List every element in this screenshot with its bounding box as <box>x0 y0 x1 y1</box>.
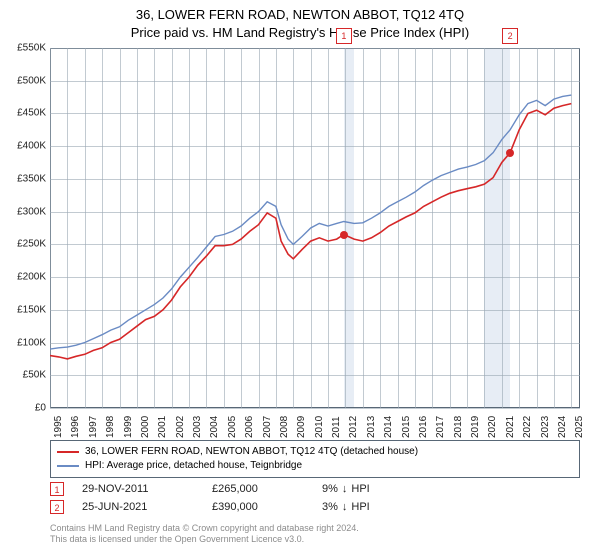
legend-box: 36, LOWER FERN ROAD, NEWTON ABBOT, TQ12 … <box>50 440 580 478</box>
arrow-down-icon: ↓ <box>342 501 348 513</box>
y-tick-label: £200K <box>0 272 46 283</box>
transaction-price: £390,000 <box>212 501 322 513</box>
transaction-row: 2 25-JUN-2021 £390,000 3% ↓ HPI <box>50 498 580 516</box>
x-tick-label: 2014 <box>383 416 394 438</box>
chart-container: 36, LOWER FERN ROAD, NEWTON ABBOT, TQ12 … <box>0 0 600 560</box>
x-tick-label: 1998 <box>105 416 116 438</box>
x-tick-label: 2008 <box>279 416 290 438</box>
legend-swatch <box>57 451 79 453</box>
arrow-down-icon: ↓ <box>342 483 348 495</box>
x-tick-label: 2017 <box>435 416 446 438</box>
x-tick-label: 2020 <box>487 416 498 438</box>
legend-label: 36, LOWER FERN ROAD, NEWTON ABBOT, TQ12 … <box>85 445 418 459</box>
x-tick-label: 2011 <box>331 416 342 438</box>
x-tick-label: 2023 <box>540 416 551 438</box>
x-tick-label: 1999 <box>123 416 134 438</box>
legend-label: HPI: Average price, detached house, Teig… <box>85 459 302 473</box>
x-tick-label: 2002 <box>175 416 186 438</box>
legend-row-1: HPI: Average price, detached house, Teig… <box>57 459 573 473</box>
y-tick-label: £550K <box>0 43 46 54</box>
delta-pct: 3% <box>322 501 338 513</box>
x-tick-label: 2012 <box>348 416 359 438</box>
y-tick-label: £350K <box>0 173 46 184</box>
x-tick-label: 2024 <box>557 416 568 438</box>
x-tick-label: 2010 <box>314 416 325 438</box>
legend-swatch <box>57 465 79 467</box>
footer-attribution: Contains HM Land Registry data © Crown c… <box>50 523 580 546</box>
x-tick-label: 2007 <box>262 416 273 438</box>
x-tick-label: 2013 <box>366 416 377 438</box>
transaction-marker-badge: 2 <box>502 28 518 44</box>
y-tick-label: £50K <box>0 370 46 381</box>
y-tick-label: £150K <box>0 304 46 315</box>
transaction-delta: 9% ↓ HPI <box>322 483 370 495</box>
y-tick-label: £100K <box>0 337 46 348</box>
x-tick-label: 2025 <box>574 416 585 438</box>
x-tick-label: 2018 <box>453 416 464 438</box>
y-tick-label: £300K <box>0 206 46 217</box>
title-line-1: 36, LOWER FERN ROAD, NEWTON ABBOT, TQ12 … <box>0 6 600 24</box>
x-tick-label: 2019 <box>470 416 481 438</box>
transaction-marker <box>506 149 514 157</box>
line-series-svg <box>50 48 580 408</box>
x-tick-label: 2004 <box>209 416 220 438</box>
transaction-date: 29-NOV-2011 <box>82 483 212 495</box>
x-tick-label: 1997 <box>88 416 99 438</box>
delta-vs: HPI <box>351 483 369 495</box>
transaction-marker-badge: 1 <box>336 28 352 44</box>
transaction-badge: 2 <box>50 500 64 514</box>
x-tick-label: 2022 <box>522 416 533 438</box>
transaction-row: 1 29-NOV-2011 £265,000 9% ↓ HPI <box>50 480 580 498</box>
plot-area: £0£50K£100K£150K£200K£250K£300K£350K£400… <box>50 48 580 408</box>
x-tick-label: 2003 <box>192 416 203 438</box>
delta-vs: HPI <box>351 501 369 513</box>
transaction-table: 1 29-NOV-2011 £265,000 9% ↓ HPI 2 25-JUN… <box>50 480 580 516</box>
y-tick-label: £400K <box>0 141 46 152</box>
y-tick-label: £0 <box>0 403 46 414</box>
x-tick-label: 1996 <box>70 416 81 438</box>
x-tick-label: 2016 <box>418 416 429 438</box>
y-tick-label: £250K <box>0 239 46 250</box>
x-tick-label: 2006 <box>244 416 255 438</box>
x-tick-label: 2000 <box>140 416 151 438</box>
y-tick-label: £500K <box>0 75 46 86</box>
x-tick-label: 2005 <box>227 416 238 438</box>
footer-line-1: Contains HM Land Registry data © Crown c… <box>50 523 580 534</box>
transaction-badge: 1 <box>50 482 64 496</box>
gridline-h <box>50 408 580 409</box>
footer-line-2: This data is licensed under the Open Gov… <box>50 534 580 545</box>
transaction-delta: 3% ↓ HPI <box>322 501 370 513</box>
transaction-date: 25-JUN-2021 <box>82 501 212 513</box>
x-tick-label: 1995 <box>53 416 64 438</box>
transaction-marker <box>340 231 348 239</box>
delta-pct: 9% <box>322 483 338 495</box>
x-tick-label: 2021 <box>505 416 516 438</box>
y-tick-label: £450K <box>0 108 46 119</box>
transaction-price: £265,000 <box>212 483 322 495</box>
x-tick-label: 2009 <box>296 416 307 438</box>
x-tick-label: 2001 <box>157 416 168 438</box>
series-hpi <box>50 95 571 349</box>
x-tick-label: 2015 <box>401 416 412 438</box>
legend-row-0: 36, LOWER FERN ROAD, NEWTON ABBOT, TQ12 … <box>57 445 573 459</box>
